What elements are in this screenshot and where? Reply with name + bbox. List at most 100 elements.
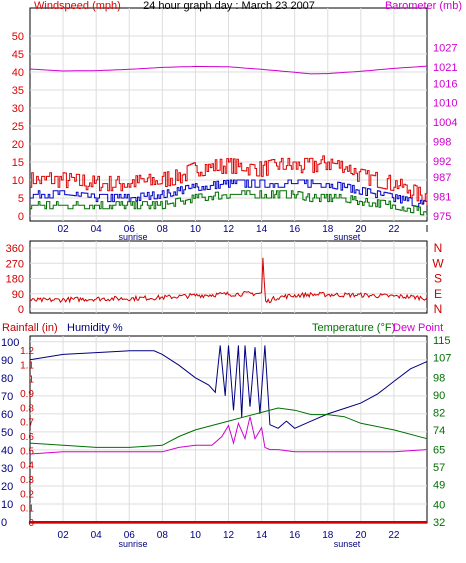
weather-x-tick-label: 14 (256, 530, 268, 541)
sunset-label: sunset (334, 232, 361, 242)
windspeed-tick-label: 40 (12, 67, 24, 79)
humidity-tick-label: 20 (1, 481, 13, 493)
weather-x-tick-label: 18 (322, 530, 334, 541)
temperature-tick-label: 32 (433, 517, 445, 529)
barometer-tick-label: 1004 (433, 117, 457, 129)
humidity-axis-label: Humidity % (67, 322, 123, 334)
windspeed-tick-label: 35 (12, 85, 24, 97)
wind-x-tick-label: 16 (289, 224, 301, 235)
humidity-tick-label: 0 (1, 517, 7, 529)
temperature-tick-label: 82 (433, 407, 445, 419)
humidity-tick-label: 50 (1, 427, 13, 439)
barometer-tick-label: 1016 (433, 78, 457, 90)
windspeed-tick-label: 30 (12, 103, 24, 115)
wind-x-tick-label: 02 (58, 224, 70, 235)
windspeed-tick-label: 15 (12, 157, 24, 169)
weather-x-tick-label: 06 (124, 530, 136, 541)
direction-tick-label: 270 (6, 258, 24, 270)
barometer-tick-label: 987 (433, 172, 451, 184)
sunrise-label: sunrise (118, 232, 147, 242)
rainfall-tick-label: 1.1 (20, 360, 34, 371)
weather-x-tick-label: 12 (223, 530, 235, 541)
rainfall-tick-label: 0.9 (20, 389, 34, 400)
compass-letter: W (432, 256, 444, 270)
humidity-tick-label: 60 (1, 409, 13, 421)
weather-x-tick-label: 02 (58, 530, 70, 541)
humidity-tick-label: 70 (1, 391, 13, 403)
windspeed-tick-label: 5 (18, 193, 24, 205)
weather-x-tick-label: 10 (190, 530, 202, 541)
temperature-tick-label: 98 (433, 372, 445, 384)
barometer-tick-label: 992 (433, 156, 451, 168)
windspeed-tick-label: 25 (12, 121, 24, 133)
compass-letter: S (434, 272, 442, 286)
wind-x-tick-label: 18 (322, 224, 334, 235)
direction-tick-label: 360 (6, 243, 24, 255)
barometer-tick-label: 981 (433, 192, 451, 204)
temperature-tick-label: 40 (433, 499, 445, 511)
rainfall-tick-label: 0.4 (20, 461, 34, 472)
rainfall-tick-label: 1 (28, 375, 34, 386)
humidity-tick-label: 90 (1, 355, 13, 367)
chart-title: 24 hour graph day : March 23 2007 (143, 0, 315, 12)
temperature-line (29, 407, 428, 448)
direction-tick-label: 180 (6, 274, 24, 286)
barometer-tick-label: 1021 (433, 62, 457, 74)
dewpoint-line (29, 416, 428, 455)
windspeed-tick-label: 20 (12, 139, 24, 151)
direction-tick-label: 90 (12, 289, 24, 301)
barometer-tick-label: 975 (433, 211, 451, 223)
weather-x-tick-label: 20 (355, 530, 367, 541)
barometer-axis-label: Barometer (mb) (385, 0, 462, 12)
wind-gust-line (30, 155, 428, 206)
compass-letter: N (434, 241, 443, 255)
temperature-tick-label: 90 (433, 390, 445, 402)
compass-letter: E (434, 287, 442, 301)
wind-x-tick-label: 04 (91, 224, 103, 235)
sunrise-label-bottom: sunrise (118, 539, 147, 549)
temperature-tick-label: 65 (433, 445, 445, 457)
barometer-line (29, 65, 428, 75)
wind-direction-line (29, 257, 428, 304)
wind-x-tick-label: 12 (223, 224, 235, 235)
windspeed-tick-label: 0 (18, 211, 24, 223)
wind-x-tick-label: 22 (388, 224, 400, 235)
wind-average-line (30, 179, 428, 208)
sunset-label-bottom: sunset (334, 539, 361, 549)
grid-layer (30, 8, 427, 523)
wind-x-tick-label: 14 (256, 224, 268, 235)
weather-x-tick-label: 22 (388, 530, 400, 541)
barometer-tick-label: 1010 (433, 98, 457, 110)
rainfall-tick-label: 0.3 (20, 475, 34, 486)
temperature-tick-label: 74 (433, 425, 445, 437)
humidity-line (29, 345, 428, 429)
windspeed-tick-label: 50 (12, 31, 24, 43)
wind-x-tick-label: 10 (190, 224, 202, 235)
rainfall-tick-label: 0.6 (20, 432, 34, 443)
windspeed-tick-label: 45 (12, 49, 24, 61)
temperature-tick-label: 49 (433, 480, 445, 492)
humidity-tick-label: 100 (1, 337, 19, 349)
wind-x-tick-label: 06 (124, 224, 136, 235)
wind-x-tick-label: 20 (355, 224, 367, 235)
temperature-tick-label: 115 (433, 335, 451, 347)
humidity-tick-label: 40 (1, 445, 13, 457)
rainfall-tick-label: 0.8 (20, 403, 34, 414)
rainfall-axis-label: Rainfall (in) (2, 322, 58, 334)
rainfall-tick-label: 0.7 (20, 418, 34, 429)
humidity-tick-label: 80 (1, 373, 13, 385)
weather-x-tick-label: 08 (157, 530, 169, 541)
rainfall-tick-label: 0 (28, 518, 34, 529)
humidity-tick-label: 30 (1, 463, 13, 475)
x-axis-end-marker: I (426, 224, 429, 235)
humidity-tick-label: 10 (1, 499, 13, 511)
rainfall-tick-label: 1.2 (20, 346, 34, 357)
compass-letter: N (434, 302, 443, 316)
temperature-tick-label: 107 (433, 353, 451, 365)
rainfall-tick-label: 0.1 (20, 504, 34, 515)
barometer-tick-label: 998 (433, 137, 451, 149)
rainfall-tick-label: 0.2 (20, 489, 34, 500)
barometer-tick-label: 1027 (433, 43, 457, 55)
